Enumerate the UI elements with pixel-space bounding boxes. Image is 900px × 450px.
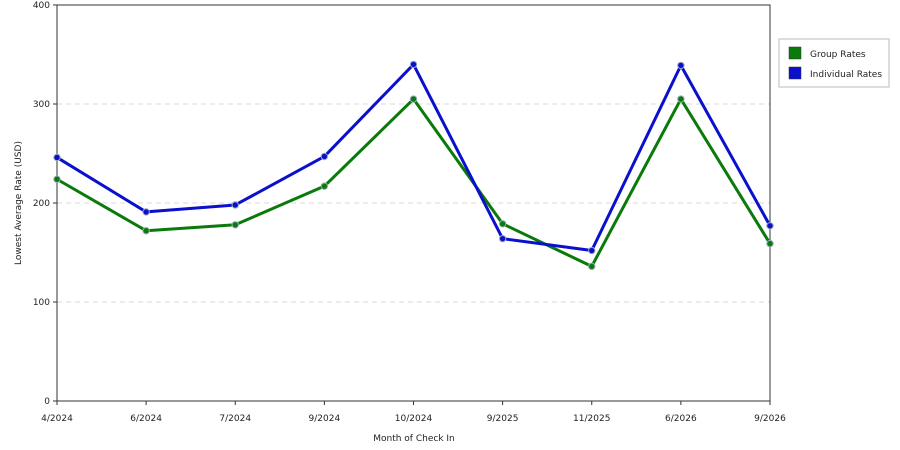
y-tick-label: 400: [33, 1, 50, 11]
x-tick-label: 9/2025: [487, 414, 519, 424]
legend-swatch-group-rates: [788, 46, 802, 60]
data-point-group-rates[interactable]: [766, 239, 774, 248]
data-point-group-rates[interactable]: [677, 95, 685, 103]
legend: Group Rates Individual Rates: [778, 38, 890, 88]
data-point-group-rates[interactable]: [409, 95, 418, 103]
data-point-individual-rates[interactable]: [766, 222, 774, 230]
data-point-individual-rates[interactable]: [53, 153, 61, 162]
y-axis-ticks: 0 100 200 300 400: [33, 1, 57, 407]
data-point-group-rates[interactable]: [498, 220, 507, 228]
legend-swatch-individual-rates: [788, 66, 802, 80]
data-point-individual-rates[interactable]: [231, 201, 239, 209]
x-tick-label: 11/2025: [573, 414, 610, 424]
grid-lines: [57, 103, 770, 303]
data-point-individual-rates[interactable]: [498, 234, 507, 243]
data-point-group-rates[interactable]: [231, 221, 239, 229]
data-point-group-rates[interactable]: [320, 182, 329, 190]
legend-label-individual-rates: Individual Rates: [810, 70, 882, 80]
x-tick-label: 4/2024: [41, 414, 73, 424]
data-point-individual-rates[interactable]: [677, 61, 685, 70]
x-axis-ticks: 4/2024 6/2024 7/2024 9/2024 10/2024 9/2025 11/…: [41, 401, 786, 424]
x-tick-label: 9/2024: [309, 414, 341, 424]
y-axis-label: Lowest Average Rate (USD): [14, 141, 24, 265]
x-tick-label: 6/2024: [130, 414, 162, 424]
data-point-group-rates[interactable]: [53, 175, 61, 183]
x-tick-label: 6/2026: [665, 414, 697, 424]
data-point-individual-rates[interactable]: [588, 246, 596, 255]
x-axis-label: Month of Check In: [373, 434, 455, 444]
x-tick-label: 10/2024: [395, 414, 433, 424]
data-point-individual-rates[interactable]: [142, 208, 150, 216]
x-tick-label: 9/2026: [754, 414, 786, 424]
y-tick-label: 200: [33, 199, 50, 209]
series-line-group-rates: [56, 97, 772, 268]
x-tick-label: 7/2024: [219, 414, 251, 424]
series-group: [53, 60, 774, 271]
y-tick-label: 300: [33, 100, 50, 110]
legend-label-group-rates: Group Rates: [810, 50, 866, 60]
data-point-individual-rates[interactable]: [409, 60, 418, 69]
data-point-group-rates[interactable]: [142, 227, 150, 235]
y-tick-label: 100: [33, 298, 50, 308]
data-point-individual-rates[interactable]: [320, 152, 329, 161]
data-point-group-rates[interactable]: [588, 262, 596, 271]
y-tick-label: 0: [44, 397, 50, 407]
series-line-individual-rates: [56, 62, 772, 253]
